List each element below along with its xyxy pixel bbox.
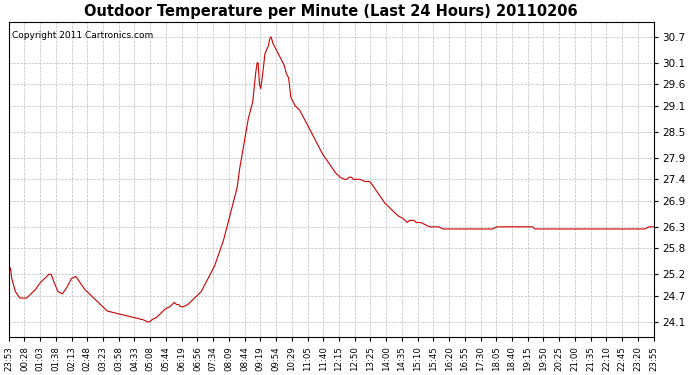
- Title: Outdoor Temperature per Minute (Last 24 Hours) 20110206: Outdoor Temperature per Minute (Last 24 …: [84, 4, 578, 19]
- Text: Copyright 2011 Cartronics.com: Copyright 2011 Cartronics.com: [12, 31, 153, 40]
